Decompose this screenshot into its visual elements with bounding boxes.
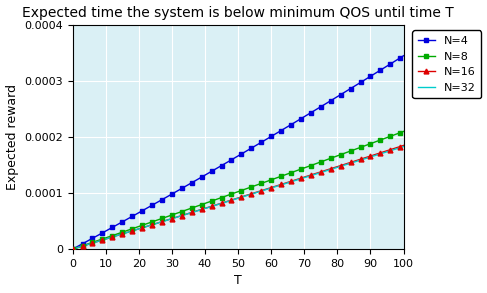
Title: Expected time the system is below minimum QOS until time T: Expected time the system is below minimu… [22, 6, 454, 20]
X-axis label: T: T [234, 275, 242, 287]
Y-axis label: Expected reward: Expected reward [5, 84, 19, 190]
Legend: N=4, N=8, N=16, N=32: N=4, N=8, N=16, N=32 [412, 30, 481, 98]
